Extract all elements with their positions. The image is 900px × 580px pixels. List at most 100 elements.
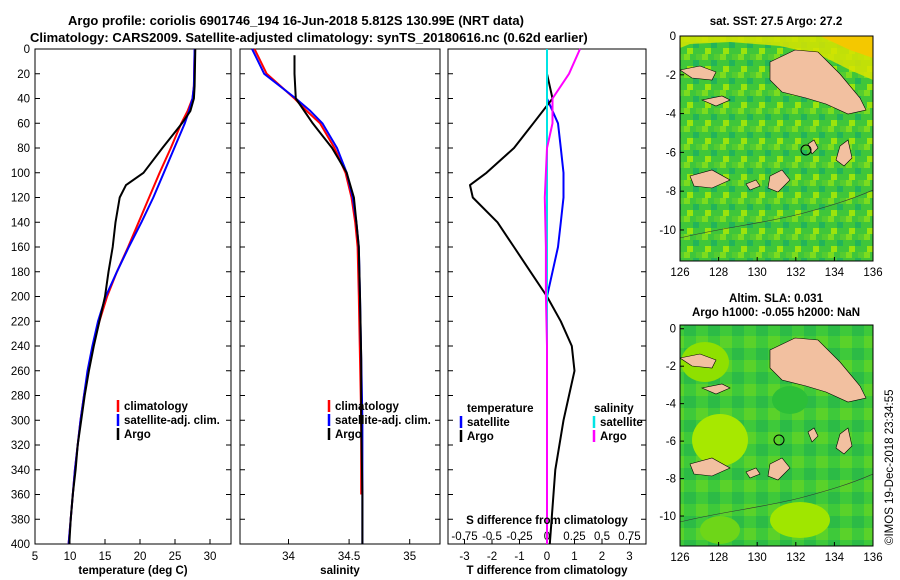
sla-map-contour	[680, 473, 873, 523]
legend-s-satellite-label: satellite	[600, 417, 643, 429]
salinity-plot: 34 34.5 35	[251, 48, 416, 563]
x-tick-label: -3	[459, 551, 469, 563]
depth-tick-label: 300	[11, 415, 30, 427]
salinity-plot-frame	[239, 48, 441, 545]
series-line-argo	[68, 48, 197, 545]
x-tick-label: 10	[64, 551, 77, 563]
land-islet	[745, 179, 761, 191]
series-line-satellite-adj-clim-	[67, 48, 196, 545]
land-aru	[835, 139, 853, 167]
x-tick-label: 30	[204, 551, 217, 563]
depth-tick-label: 20	[17, 69, 30, 81]
difference-top-xlabel: S difference from climatology	[466, 515, 628, 527]
land-tanimbar	[767, 457, 791, 481]
x-tick-label: 2	[599, 551, 605, 563]
map-x-tick-label: 132	[786, 267, 805, 279]
land-kai	[807, 427, 819, 443]
top-x-tick-label: 0.25	[563, 531, 585, 543]
x-tick-label: 34	[282, 551, 295, 563]
x-tick-label: 25	[169, 551, 182, 563]
difference-legend: temperature satellite Argo salinity sate…	[459, 403, 643, 443]
depth-axis-ticks: 0 20 40 60 80 100 120 140 160 180 200 220 240 260 280 3…	[11, 44, 646, 551]
map-x-tick-label: 126	[670, 267, 689, 279]
sst-map-warm-band	[680, 36, 873, 80]
depth-tick-label: 400	[11, 539, 30, 551]
x-tick-label: 20	[134, 551, 147, 563]
sst-map	[680, 36, 873, 261]
sla-map-high-anomaly	[692, 414, 748, 466]
x-tick-label: 34.5	[338, 551, 360, 563]
top-x-tick-label: 0.5	[594, 531, 610, 543]
map-y-tick-label: -6	[666, 147, 676, 159]
map-x-tick-label: 130	[748, 267, 767, 279]
x-tick-label: -1	[514, 551, 524, 563]
series-line-s-argo	[543, 48, 581, 544]
legend-climatology-label: climatology	[124, 401, 189, 413]
legend-argo-label: Argo	[335, 429, 362, 441]
title-line1: Argo profile: coriolis 6901746_194 16-Ju…	[68, 13, 524, 28]
depth-tick-label: 140	[11, 217, 30, 229]
sst-map-land	[680, 49, 867, 193]
map-y-tick-label: 0	[670, 324, 676, 336]
salinity-xlabel: salinity	[320, 565, 360, 577]
land-timor-east	[689, 457, 731, 477]
x-tick-label: 35	[403, 551, 416, 563]
sla-map	[680, 325, 873, 546]
legend-satellite-label: satellite-adj. clim.	[124, 415, 220, 427]
map-x-tick-label: 136	[863, 267, 882, 279]
x-tick-label: 3	[626, 551, 632, 563]
map-x-tick-label: 134	[825, 267, 845, 279]
depth-tick-label: 120	[11, 193, 30, 205]
top-x-tick-label: -0.75	[451, 531, 477, 543]
x-tick-label: -2	[487, 551, 497, 563]
sst-map-frame	[679, 35, 874, 262]
imos-credit: ©IMOS 19-Dec-2018 23:34:55	[884, 389, 896, 545]
sla-map-frame	[679, 324, 874, 547]
sla-map-low-anomaly	[772, 386, 808, 414]
series-line-argo	[293, 55, 364, 544]
depth-tick-label: 100	[11, 168, 30, 180]
depth-tick-label: 40	[17, 94, 30, 106]
legend-t-argo-label: Argo	[467, 431, 494, 443]
legend-salinity-heading: salinity	[594, 403, 634, 415]
temperature-legend: climatology satellite-adj. clim. Argo	[116, 400, 220, 441]
land-tanimbar	[767, 169, 791, 193]
x-tick-label: 5	[32, 551, 38, 563]
map-y-tick-label: -8	[666, 474, 676, 486]
land-timor-east	[689, 169, 731, 189]
difference-plot: -3 -2 -1 0 1 2 3-0.75 -0.5 -0.25 0 0.25 0.5 0.75	[451, 48, 641, 563]
depth-tick-label: 240	[11, 341, 30, 353]
land-seram	[680, 353, 717, 369]
legend-temperature-heading: temperature	[467, 403, 533, 415]
depth-tick-label: 380	[11, 514, 30, 526]
difference-xlabel: T difference from climatology	[466, 565, 628, 577]
sst-map-hot-patch	[820, 36, 873, 58]
salinity-legend: climatology satellite-adj. clim. Argo	[327, 400, 431, 441]
depth-tick-label: 340	[11, 465, 30, 477]
depth-tick-label: 260	[11, 366, 30, 378]
depth-tick-label: 200	[11, 292, 30, 304]
depth-tick-label: 60	[17, 118, 30, 130]
land-aru	[835, 427, 853, 455]
land-island	[700, 383, 731, 395]
map-x-tick-label: 130	[748, 552, 767, 564]
series-line-t-argo	[469, 49, 576, 545]
depth-tick-label: 0	[24, 44, 30, 56]
top-x-tick-label: 0.75	[618, 531, 640, 543]
x-tick-label: 15	[99, 551, 112, 563]
legend-satellite-label: satellite-adj. clim.	[335, 415, 431, 427]
depth-tick-label: 160	[11, 242, 30, 254]
sla-map-float-marker	[773, 434, 785, 446]
map-x-tick-label: 134	[825, 552, 845, 564]
sst-map-float-marker	[800, 144, 812, 156]
depth-tick-label: 320	[11, 440, 30, 452]
land-island	[700, 95, 731, 107]
series-line-satellite-adj-clim-	[251, 48, 364, 544]
depth-tick-label: 280	[11, 391, 30, 403]
land-new-guinea	[769, 49, 867, 115]
legend-s-argo-label: Argo	[600, 431, 627, 443]
map-y-tick-label: -10	[659, 225, 676, 237]
sla-map-ticks: 126 128 130 132 134 136 0 -2 -4 -6 -8 -10	[659, 324, 882, 564]
sst-map-ticks: 126 128 130 132 134 136 0 -2 -4 -6 -8 -10	[659, 31, 882, 279]
